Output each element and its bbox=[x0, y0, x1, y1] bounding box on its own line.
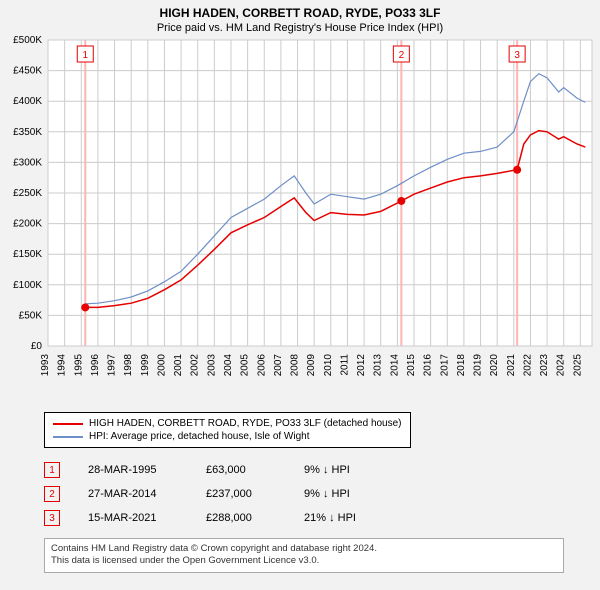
marker-row: 2 27-MAR-2014 £237,000 9% ↓ HPI bbox=[44, 482, 600, 506]
legend-swatch bbox=[53, 436, 83, 438]
svg-text:2015: 2015 bbox=[406, 354, 417, 377]
svg-text:1995: 1995 bbox=[73, 354, 84, 377]
svg-text:1998: 1998 bbox=[123, 354, 134, 377]
price-dot bbox=[81, 303, 89, 311]
chart: £0 £50K £100K £150K £200K £250K £300K £350K £400… bbox=[0, 36, 600, 406]
marker-badge: 2 bbox=[44, 486, 60, 502]
price-dot bbox=[397, 197, 405, 205]
svg-text:2003: 2003 bbox=[206, 354, 217, 377]
marker-row: 3 15-MAR-2021 £288,000 21% ↓ HPI bbox=[44, 506, 600, 530]
svg-text:2018: 2018 bbox=[456, 354, 467, 377]
svg-text:£450K: £450K bbox=[13, 66, 42, 77]
marker-date: 28-MAR-1995 bbox=[88, 464, 178, 476]
svg-text:2021: 2021 bbox=[506, 354, 517, 377]
page: HIGH HADEN, CORBETT ROAD, RYDE, PO33 3LF… bbox=[0, 0, 600, 590]
svg-text:2009: 2009 bbox=[306, 354, 317, 377]
svg-text:2014: 2014 bbox=[389, 354, 400, 377]
legend-label: HIGH HADEN, CORBETT ROAD, RYDE, PO33 3LF… bbox=[89, 418, 402, 429]
marker-diff: 9% ↓ HPI bbox=[304, 464, 394, 476]
title-block: HIGH HADEN, CORBETT ROAD, RYDE, PO33 3LF… bbox=[0, 0, 600, 36]
svg-text:2024: 2024 bbox=[556, 354, 567, 377]
marker-diff: 21% ↓ HPI bbox=[304, 512, 394, 524]
svg-text:2: 2 bbox=[399, 50, 405, 61]
marker-date: 27-MAR-2014 bbox=[88, 488, 178, 500]
marker-badge: 1 bbox=[44, 462, 60, 478]
marker-row: 1 28-MAR-1995 £63,000 9% ↓ HPI bbox=[44, 458, 600, 482]
svg-text:1993: 1993 bbox=[40, 354, 51, 377]
svg-text:2016: 2016 bbox=[423, 354, 434, 377]
svg-text:£300K: £300K bbox=[13, 157, 42, 168]
legend-label: HPI: Average price, detached house, Isle… bbox=[89, 431, 310, 442]
legend-swatch bbox=[53, 423, 83, 425]
marker-price: £288,000 bbox=[206, 512, 276, 524]
marker-table: 1 28-MAR-1995 £63,000 9% ↓ HPI 2 27-MAR-2014 £… bbox=[44, 458, 600, 530]
svg-text:£150K: £150K bbox=[13, 249, 42, 260]
svg-text:2011: 2011 bbox=[339, 354, 350, 376]
chart-title: HIGH HADEN, CORBETT ROAD, RYDE, PO33 3LF bbox=[0, 6, 600, 20]
svg-text:2023: 2023 bbox=[539, 354, 550, 377]
marker-date: 15-MAR-2021 bbox=[88, 512, 178, 524]
svg-text:2006: 2006 bbox=[256, 354, 267, 377]
svg-text:£200K: £200K bbox=[13, 219, 42, 230]
svg-text:2025: 2025 bbox=[572, 354, 583, 377]
svg-text:£250K: £250K bbox=[13, 188, 42, 199]
svg-text:£100K: £100K bbox=[13, 280, 42, 291]
svg-text:£400K: £400K bbox=[13, 96, 42, 107]
price-dot bbox=[513, 166, 521, 174]
attribution-line1: Contains HM Land Registry data © Crown c… bbox=[51, 543, 557, 555]
attribution-line2: This data is licensed under the Open Gov… bbox=[51, 555, 557, 567]
svg-text:2005: 2005 bbox=[240, 354, 251, 377]
svg-text:2013: 2013 bbox=[373, 354, 384, 377]
marker-price: £237,000 bbox=[206, 488, 276, 500]
marker-diff: 9% ↓ HPI bbox=[304, 488, 394, 500]
svg-text:2007: 2007 bbox=[273, 354, 284, 377]
svg-text:£50K: £50K bbox=[19, 310, 43, 321]
svg-text:2017: 2017 bbox=[439, 354, 450, 377]
legend-row: HPI: Average price, detached house, Isle… bbox=[53, 430, 402, 443]
svg-text:2000: 2000 bbox=[156, 354, 167, 377]
svg-text:2022: 2022 bbox=[522, 354, 533, 377]
svg-text:1994: 1994 bbox=[57, 354, 68, 377]
svg-text:£500K: £500K bbox=[13, 36, 42, 46]
svg-text:2019: 2019 bbox=[473, 354, 484, 377]
svg-text:3: 3 bbox=[514, 50, 520, 61]
svg-text:2008: 2008 bbox=[290, 354, 301, 377]
marker-price: £63,000 bbox=[206, 464, 276, 476]
legend-row: HIGH HADEN, CORBETT ROAD, RYDE, PO33 3LF… bbox=[53, 417, 402, 430]
svg-text:2004: 2004 bbox=[223, 354, 234, 377]
svg-text:2002: 2002 bbox=[190, 354, 201, 377]
svg-text:£0: £0 bbox=[31, 341, 43, 352]
svg-text:1999: 1999 bbox=[140, 354, 151, 377]
svg-text:2020: 2020 bbox=[489, 354, 500, 377]
legend: HIGH HADEN, CORBETT ROAD, RYDE, PO33 3LF… bbox=[44, 412, 411, 448]
svg-text:2010: 2010 bbox=[323, 354, 334, 377]
attribution: Contains HM Land Registry data © Crown c… bbox=[44, 538, 564, 573]
svg-text:1996: 1996 bbox=[90, 354, 101, 377]
svg-text:1997: 1997 bbox=[107, 354, 118, 377]
svg-text:£350K: £350K bbox=[13, 127, 42, 138]
svg-text:2001: 2001 bbox=[173, 354, 184, 377]
marker-badge: 3 bbox=[44, 510, 60, 526]
chart-subtitle: Price paid vs. HM Land Registry's House … bbox=[0, 22, 600, 34]
svg-text:1: 1 bbox=[82, 50, 88, 61]
svg-text:2012: 2012 bbox=[356, 354, 367, 377]
chart-svg: £0 £50K £100K £150K £200K £250K £300K £350K £400… bbox=[0, 36, 600, 406]
